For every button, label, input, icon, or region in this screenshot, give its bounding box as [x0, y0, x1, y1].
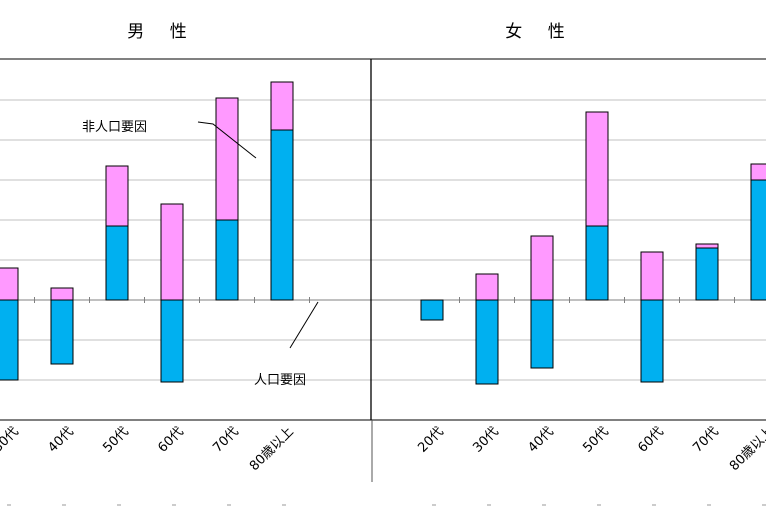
bar-non-population	[585, 111, 609, 227]
bar-non-population	[160, 203, 184, 301]
bar-population	[750, 179, 766, 301]
annotation-population: 人口要因	[254, 373, 306, 388]
annotation-population-leader	[289, 301, 319, 349]
bar-non-population	[695, 243, 719, 249]
bar-population	[420, 299, 444, 321]
annotation-non-population: 非人口要因	[82, 120, 147, 135]
bar-non-population	[105, 165, 129, 227]
bar-population	[50, 299, 74, 365]
bar-population	[695, 247, 719, 301]
bar-non-population	[640, 251, 664, 301]
bar-population	[475, 299, 499, 385]
panel-title-female: 女 性	[505, 22, 574, 42]
bar-population	[105, 225, 129, 301]
bar-non-population	[530, 235, 554, 301]
bar-population	[640, 299, 664, 383]
bar-non-population	[215, 97, 239, 221]
bar-non-population	[270, 81, 294, 131]
bar-non-population	[750, 163, 766, 181]
bar-population	[530, 299, 554, 369]
bar-population	[270, 129, 294, 301]
bar-population	[585, 225, 609, 301]
bar-population	[215, 219, 239, 301]
panel-title-male: 男 性	[127, 22, 196, 42]
annotation-non-population-leader	[197, 121, 257, 159]
bar-non-population	[50, 287, 74, 301]
bar-population	[0, 299, 19, 381]
bar-non-population	[475, 273, 499, 301]
bar-population	[160, 299, 184, 383]
bar-non-population	[0, 267, 19, 301]
bar-layer	[0, 81, 766, 385]
